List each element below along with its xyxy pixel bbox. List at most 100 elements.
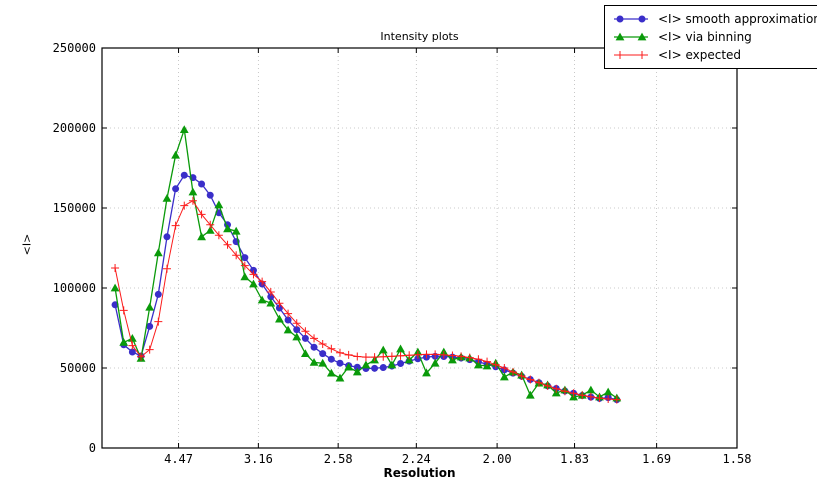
data-point-plus xyxy=(128,341,137,350)
data-point-circle xyxy=(163,233,171,241)
data-point-triangle xyxy=(335,373,345,382)
data-point-triangle xyxy=(309,358,319,366)
y-tick-label: 50000 xyxy=(60,361,96,375)
data-point-plus xyxy=(171,221,180,230)
data-point-plus xyxy=(526,375,535,384)
data-point-plus xyxy=(491,360,500,369)
series-expected xyxy=(111,196,621,404)
data-point-plus xyxy=(604,395,613,404)
data-point-circle xyxy=(336,359,344,367)
data-point-triangle xyxy=(422,368,431,377)
data-point-triangle xyxy=(127,334,137,342)
data-point-plus xyxy=(258,277,267,286)
data-point-triangle xyxy=(318,358,328,367)
y-axis-label: <I> xyxy=(20,233,34,256)
data-point-circle xyxy=(111,301,119,309)
data-point-triangle xyxy=(197,232,206,241)
data-point-triangle xyxy=(257,295,267,304)
data-point-circle xyxy=(379,364,387,372)
legend-marker-plus xyxy=(614,51,648,59)
data-point-triangle xyxy=(214,200,224,209)
data-point-circle xyxy=(397,360,405,368)
data-point-triangle xyxy=(240,272,250,281)
data-point-circle xyxy=(353,363,361,371)
legend-marker-triangle xyxy=(614,32,648,41)
data-point-circle xyxy=(293,326,301,334)
data-point-triangle xyxy=(603,387,613,396)
data-point-triangle xyxy=(396,344,405,353)
data-point-triangle xyxy=(525,390,535,399)
legend-marker-circle xyxy=(614,15,648,23)
data-point-triangle xyxy=(188,187,198,196)
data-point-plus xyxy=(483,357,492,366)
data-point-plus xyxy=(439,350,448,359)
data-point-circle xyxy=(206,191,214,199)
data-point-plus xyxy=(413,350,422,359)
data-point-circle xyxy=(310,343,318,351)
data-point-plus xyxy=(612,395,621,404)
data-point-triangle xyxy=(179,125,189,133)
data-point-circle xyxy=(301,334,309,342)
data-point-plus xyxy=(569,389,578,398)
data-point-triangle xyxy=(378,345,388,354)
data-point-triangle xyxy=(249,279,258,288)
data-point-plus xyxy=(578,391,587,400)
data-point-triangle xyxy=(586,385,596,394)
legend-item-label: <I> expected xyxy=(658,48,742,62)
legend: <I> smooth approximation <I> via binning <… xyxy=(604,5,817,69)
data-point-triangle xyxy=(275,314,284,323)
data-point-plus xyxy=(206,220,215,229)
data-point-plus xyxy=(137,352,146,361)
data-point-plus xyxy=(517,372,526,380)
data-point-plus xyxy=(335,348,344,357)
data-point-plus xyxy=(405,351,414,360)
x-tick-label: 1.69 xyxy=(642,452,671,466)
x-tick-label: 2.00 xyxy=(483,452,512,466)
data-point-plus xyxy=(266,288,275,296)
data-point-triangle xyxy=(162,194,172,202)
data-point-circle xyxy=(275,304,283,312)
data-point-plus xyxy=(327,344,336,353)
x-tick-label: 4.47 xyxy=(164,452,193,466)
legend-item: <I> via binning xyxy=(612,29,817,45)
data-point-plus xyxy=(552,384,561,393)
data-point-plus xyxy=(595,394,604,403)
data-point-plus xyxy=(474,355,483,364)
legend-item: <I> expected xyxy=(612,47,817,63)
legend-item: <I> smooth approximation xyxy=(612,11,817,27)
data-point-plus xyxy=(318,340,327,348)
data-point-plus xyxy=(465,353,474,362)
data-point-plus xyxy=(180,201,189,210)
data-point-circle xyxy=(146,322,154,330)
data-point-plus xyxy=(543,381,552,390)
data-point-plus xyxy=(284,309,293,318)
data-point-circle xyxy=(284,316,292,324)
data-point-circle xyxy=(198,180,206,188)
data-point-plus xyxy=(396,351,405,360)
legend-item-label: <I> smooth approximation xyxy=(658,12,817,26)
data-point-plus xyxy=(223,240,232,249)
data-point-triangle xyxy=(474,360,483,369)
data-point-triangle xyxy=(283,325,293,334)
data-point-plus xyxy=(214,231,223,240)
data-point-triangle xyxy=(387,360,397,369)
data-point-plus xyxy=(188,196,197,205)
y-tick-label: 0 xyxy=(89,441,96,455)
data-point-triangle xyxy=(171,150,181,159)
data-point-plus xyxy=(119,306,128,315)
axes-border xyxy=(101,47,738,449)
data-point-triangle xyxy=(153,248,163,257)
data-point-plus xyxy=(162,264,171,273)
data-point-triangle xyxy=(326,368,336,377)
data-point-plus xyxy=(379,352,388,361)
data-point-triangle xyxy=(352,367,362,376)
data-point-plus xyxy=(240,261,249,270)
y-tick-label: 150000 xyxy=(53,201,96,215)
data-point-plus xyxy=(292,319,301,328)
data-point-plus xyxy=(353,352,362,361)
data-point-circle xyxy=(319,350,327,358)
data-point-circle xyxy=(154,290,162,298)
x-tick-label: 1.83 xyxy=(560,452,589,466)
data-point-triangle xyxy=(430,358,440,367)
